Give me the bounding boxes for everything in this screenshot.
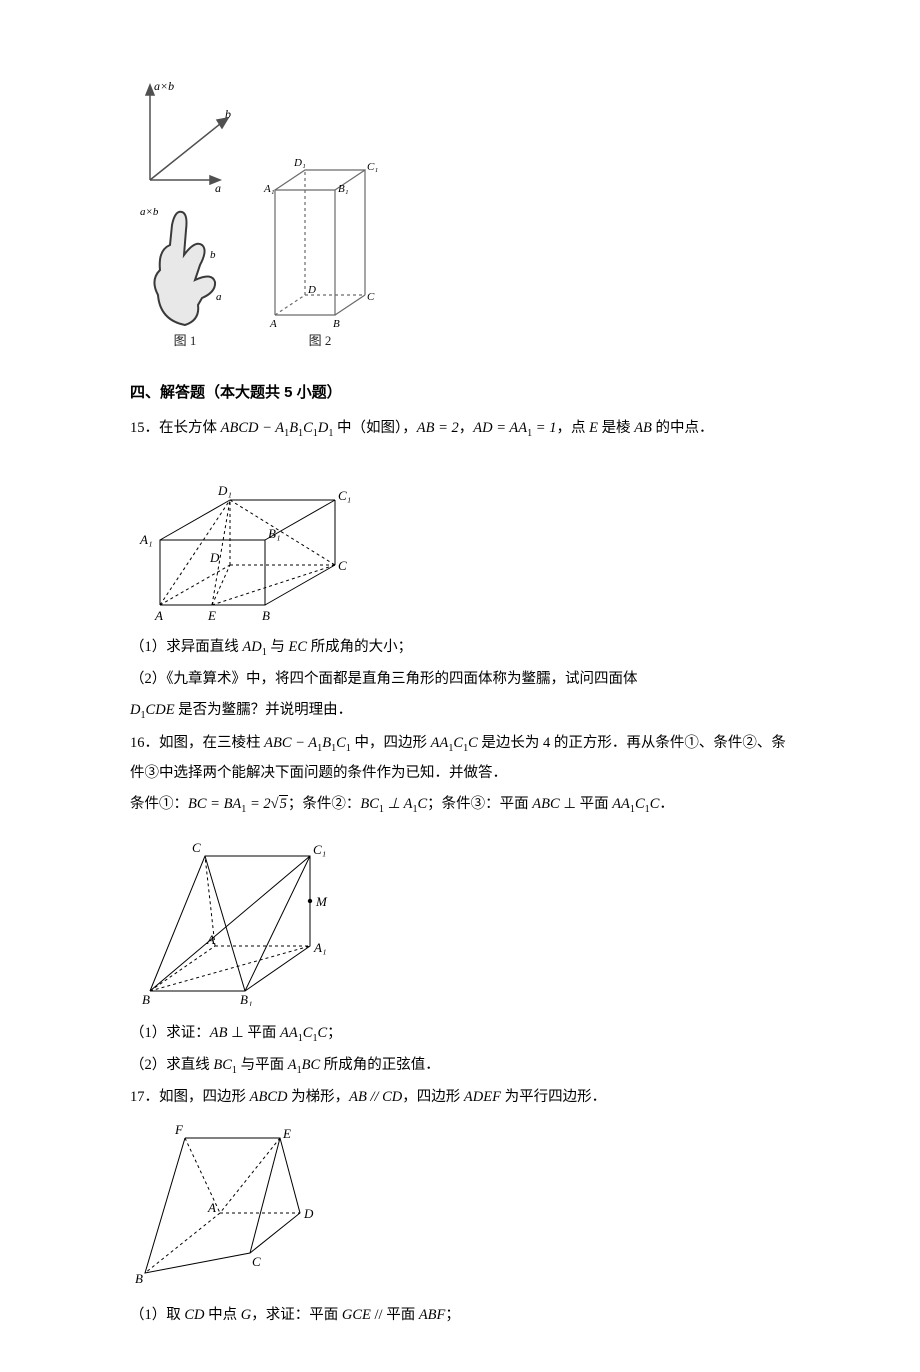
svg-text:C: C [252,1254,261,1269]
q15-e: E [589,420,598,436]
q16-cond3b: AA1C1C [612,796,659,812]
svg-text:C: C [367,291,375,303]
q16-sep2: ；条件③：平面 [427,796,532,812]
q17-figure: F E D A C B [130,1118,790,1293]
q17-stem: 17．如图，四边形 ABCD 为梯形，AB // CD，四边形 ADEF 为平行… [130,1083,790,1112]
svg-text:D: D [209,550,220,565]
q17-text-b: 为梯形， [287,1089,349,1105]
figure-1: a×b b a a×b b a 图 1 [130,70,240,349]
svg-text:B: B [262,608,270,620]
svg-text:A₁: A₁ [263,183,275,195]
q16-cond-end: ． [659,796,674,812]
q16-prefix: 16． [130,735,159,751]
q15-text-d: 是棱 [598,420,634,436]
q17-par: AB // CD [349,1089,402,1105]
svg-text:C: C [192,840,201,855]
svg-text:D₁: D₁ [293,157,306,169]
page: a×b b a a×b b a 图 1 [0,0,920,1372]
q16-text-b: 中，四边形 [351,735,431,751]
q16-sep1: ；条件②： [288,796,361,812]
q15-sep1: ， [459,420,474,436]
svg-text:a: a [216,291,222,303]
q16-stem: 16．如图，在三棱柱 ABC − A1B1C1 中，四边形 AA1C1C 是边长… [130,729,790,788]
svg-text:E: E [282,1126,291,1141]
q16-cond2: BC1 ⊥ A1C [360,796,427,812]
q16-expr-quad: AA1C1C [431,735,478,751]
svg-text:b: b [225,107,231,121]
svg-text:C: C [338,558,347,573]
q15-text-a: 在长方体 [159,420,221,436]
svg-text:a: a [215,181,221,195]
svg-text:M: M [315,894,328,909]
svg-text:b: b [210,249,216,261]
svg-text:D₁: D₁ [217,483,232,498]
q17-text-a: 如图，四边形 [159,1089,250,1105]
q15-part1: （1）求异面直线 AD1 与 EC 所成角的大小； [130,633,790,663]
q15-stem: 15．在长方体 ABCD − A1B1C1D1 中（如图），AB = 2，AD … [130,414,790,444]
hand-icon: a×b b a [140,200,230,330]
top-figure-row: a×b b a a×b b a 图 1 [130,70,790,349]
q15-figure: A E B C D A₁ B₁ C₁ D₁ [130,450,790,625]
svg-text:B₁: B₁ [240,992,252,1006]
figure-2: A B C D A₁ B₁ C₁ D₁ 图 2 [260,150,380,349]
q15-part2b: D1CDE 是否为鳖臑？并说明理由． [130,696,790,726]
q17-text-c: ，四边形 [402,1089,464,1105]
svg-text:E: E [207,608,216,620]
q15-expr-ad: AD = AA1 = 1 [473,420,556,436]
svg-text:B₁: B₁ [338,183,349,195]
q16-cond3-mid: ⊥ 平面 [560,796,613,812]
q15-ab-seg: AB [634,420,652,436]
q15-part2a: （2）《九章算术》中，将四个面都是直角三角形的四面体称为鳖臑，试问四面体 [130,665,790,694]
svg-text:C₁: C₁ [313,842,326,857]
svg-text:a×b: a×b [154,79,174,93]
q17-adef: ADEF [464,1089,501,1105]
svg-text:B: B [142,992,150,1006]
q16-cond3a: ABC [532,796,559,812]
figure-2-caption: 图 2 [260,330,380,349]
svg-text:B: B [333,318,340,330]
q15-prefix: 15． [130,420,159,436]
svg-text:F: F [174,1122,184,1137]
q16-figure: B B₁ A₁ A C C₁ M [130,826,790,1011]
q16-conditions: 条件①：BC = BA1 = 2√5；条件②：BC1 ⊥ A1C；条件③：平面 … [130,790,790,820]
q17-prefix: 17． [130,1089,159,1105]
prism-diagram: A B C D A₁ B₁ C₁ D₁ [260,150,380,330]
svg-text:A: A [154,608,163,620]
q16-cond-label: 条件①： [130,796,188,812]
q17-part1: （1）取 CD 中点 G，求证：平面 GCE // 平面 ABF； [130,1301,790,1330]
svg-text:B₁: B₁ [268,526,280,541]
svg-text:A₁: A₁ [139,532,152,547]
q15-expr-ab: AB = 2 [417,420,459,436]
q16-part1: （1）求证：AB ⊥ 平面 AA1C1C； [130,1019,790,1049]
q16-part2: （2）求直线 BC1 与平面 A1BC 所成角的正弦值． [130,1051,790,1081]
q16-cond1: BC = BA1 = 2√5 [188,796,288,812]
figure-1-caption: 图 1 [130,330,240,349]
q17-abcd: ABCD [250,1089,288,1105]
svg-text:a×b: a×b [140,206,159,218]
svg-text:B: B [135,1271,143,1286]
q15-text-c: ，点 [556,420,589,436]
q16-text-a: 如图，在三棱柱 [159,735,264,751]
svg-text:D: D [307,284,316,296]
svg-text:C₁: C₁ [367,161,378,173]
svg-text:A: A [207,1200,216,1215]
svg-text:A₁: A₁ [313,940,326,955]
q15-expr-prism: ABCD − A1B1C1D1 [221,420,334,436]
svg-text:A: A [206,932,215,947]
q15-text-e: 的中点． [652,420,714,436]
svg-text:D: D [303,1206,314,1221]
q15-text-b: 中（如图）， [333,420,416,436]
cross-product-diagram: a×b b a [130,70,240,200]
q16-expr-prism: ABC − A1B1C1 [264,735,351,751]
section-4-title: 四、解答题（本大题共 5 小题） [130,381,790,402]
q17-text-d: 为平行四边形． [501,1089,606,1105]
svg-text:A: A [269,318,277,330]
svg-text:C₁: C₁ [338,488,351,503]
